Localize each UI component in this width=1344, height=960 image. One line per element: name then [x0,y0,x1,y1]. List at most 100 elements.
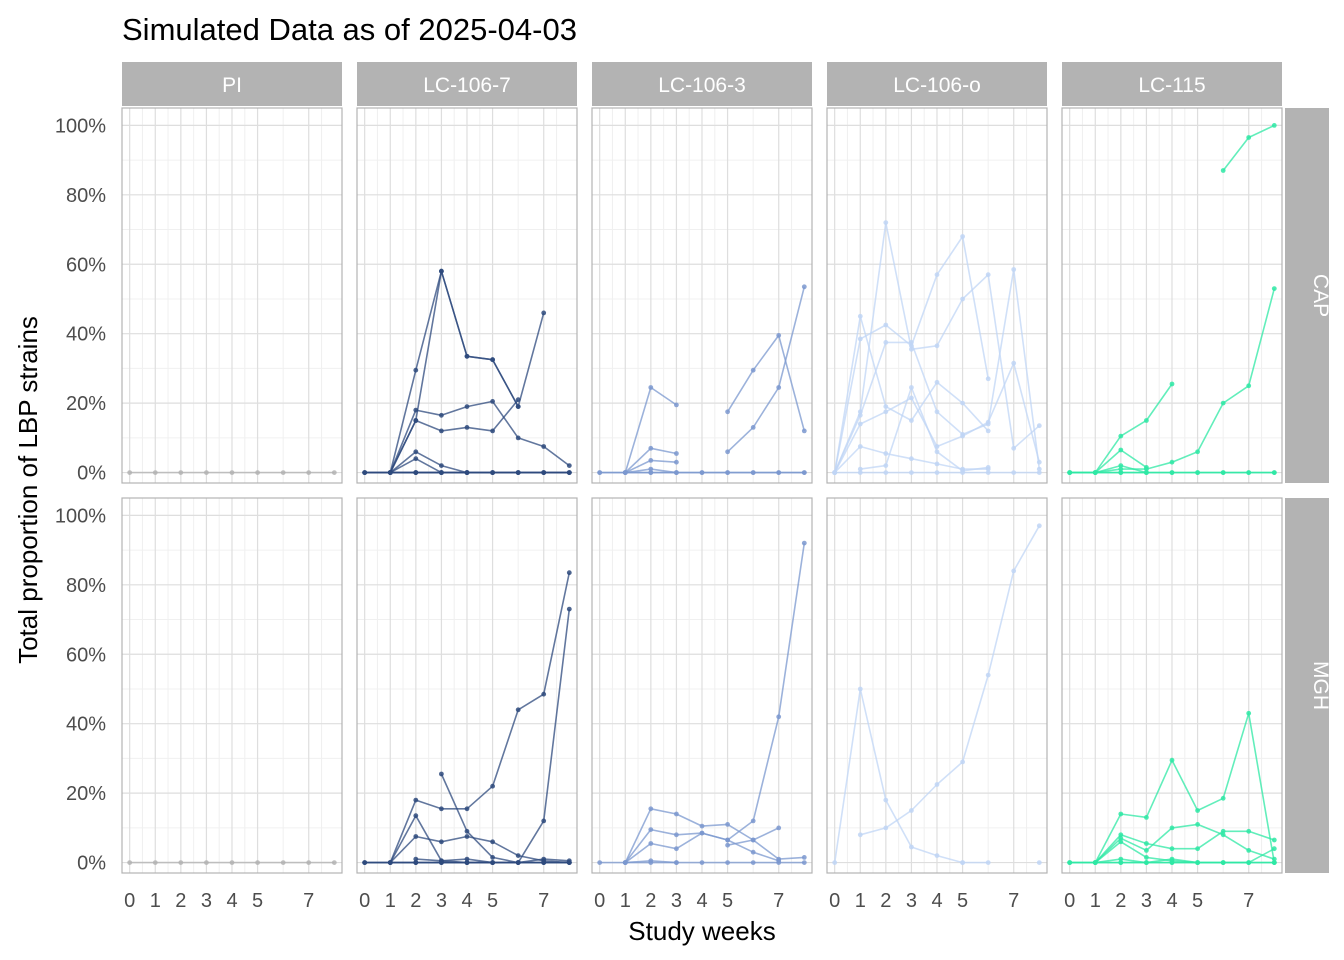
data-point [699,470,705,475]
y-tick-label: 60% [66,254,106,276]
panel-lc-106-7-mgh [356,497,578,874]
data-point [1195,822,1200,827]
data-point [934,461,940,467]
data-point [699,860,705,865]
strip-background [1062,62,1282,106]
data-point [801,855,807,860]
data-point [934,379,940,385]
data-point [832,860,838,865]
data-point [464,806,470,812]
x-tick-label: 1 [150,890,161,912]
data-point [152,470,158,475]
strip-background [827,62,1047,106]
data-point [985,470,991,475]
x-tick-label: 1 [1090,890,1101,912]
series-line [860,386,989,472]
data-point [985,465,991,470]
data-point [725,837,730,843]
data-point [387,470,393,475]
data-point [439,858,444,864]
data-point [439,806,444,812]
data-point [960,468,965,474]
data-point [541,691,547,697]
data-point [490,855,495,860]
data-point [674,846,679,852]
data-point [1246,848,1252,853]
data-point [229,470,235,475]
data-point [622,860,628,865]
data-point [597,860,603,865]
data-point [960,860,965,865]
series [725,284,807,455]
data-point [490,470,495,475]
x-tick-label: 3 [671,890,682,912]
y-tick-label: 0% [77,463,106,485]
data-point [883,409,889,415]
panel-pi-mgh [121,497,343,874]
data-point [1144,418,1149,423]
data-point [699,830,705,836]
data-point [1220,400,1226,406]
strip-background [592,62,812,106]
series [1036,860,1042,865]
data-point [674,402,679,408]
data-point [439,412,444,418]
data-point [464,470,470,475]
panel-border [356,497,578,874]
x-tick-label: 0 [594,890,605,912]
data-point [909,844,914,850]
data-point [960,433,965,439]
series-line [727,286,806,453]
series [1067,710,1277,865]
data-point [152,860,158,865]
series [622,858,679,865]
series-line [1094,840,1275,864]
y-tick-label: 80% [66,575,106,597]
data-point [883,797,889,803]
series [413,856,495,865]
strip-label: LC-106-o [893,74,981,97]
x-tick-label: 3 [1141,890,1152,912]
data-point [648,827,654,832]
data-point [648,858,654,864]
data-point [1220,470,1226,475]
x-tick-label: 2 [1115,890,1126,912]
data-point [178,470,184,475]
data-point [387,860,393,865]
data-point [255,860,260,865]
data-point [1271,470,1277,475]
data-point [1011,568,1017,574]
data-point [127,860,133,865]
data-point [1271,123,1277,128]
data-point [1246,860,1252,865]
data-point [1011,470,1017,475]
strip-lc-106-7: LC-106-7 [357,62,577,106]
strip-background [122,62,342,106]
panel-lc-106-3-mgh [591,497,813,874]
data-point [883,220,889,226]
series [127,470,337,475]
strip-label: PI [222,74,242,97]
data-point [674,860,679,865]
data-point [776,333,782,338]
panel-lc-115-cap [1061,107,1283,484]
panel-border [591,107,813,484]
data-point [413,834,419,839]
data-point [413,407,419,413]
x-tick-label: 5 [957,890,968,912]
data-point [306,470,312,475]
data-point [674,459,679,465]
data-point [597,470,603,475]
x-tick-label: 1 [385,890,396,912]
data-point [725,822,730,827]
data-point [1195,470,1200,475]
data-point [750,367,756,373]
data-point [1169,846,1175,852]
data-point [515,397,521,403]
strip-label: CAP [1309,274,1332,317]
x-tick-label: 7 [773,890,784,912]
series-line [624,807,805,863]
data-point [857,421,863,427]
data-point [413,456,419,462]
x-tick-label: 2 [410,890,421,912]
